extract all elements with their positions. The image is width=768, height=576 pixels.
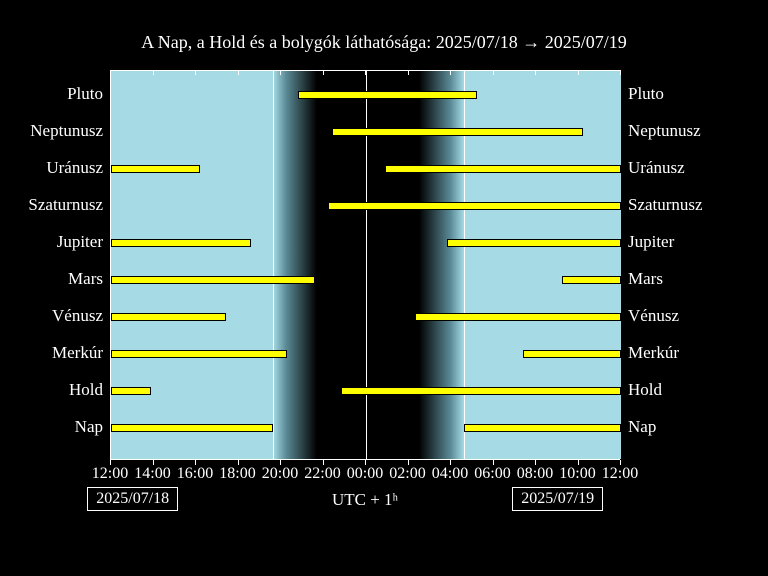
- x-tick-mark-top: [450, 70, 451, 75]
- x-tick-mark: [195, 460, 196, 465]
- x-tick-label: 02:00: [389, 465, 425, 483]
- dusk-line: [273, 71, 274, 459]
- x-tick-mark-top: [408, 70, 409, 75]
- x-tick-mark-top: [238, 70, 239, 75]
- x-tick-mark-top: [493, 70, 494, 75]
- body-label-left: Neptunusz: [3, 121, 103, 141]
- body-label-left: Pluto: [3, 84, 103, 104]
- x-tick-mark: [365, 460, 366, 465]
- dusk-twilight: [273, 71, 318, 459]
- body-label-right: Nap: [628, 417, 748, 437]
- visibility-bar: [111, 350, 287, 358]
- x-tick-label: 18:00: [219, 465, 255, 483]
- x-tick-label: 16:00: [177, 465, 213, 483]
- body-label-right: Vénusz: [628, 306, 748, 326]
- body-label-right: Merkúr: [628, 343, 748, 363]
- visibility-bar: [341, 387, 622, 395]
- x-tick-label: 10:00: [559, 465, 595, 483]
- x-tick-mark-top: [535, 70, 536, 75]
- x-tick-mark: [535, 460, 536, 465]
- visibility-bar: [332, 128, 583, 136]
- body-label-left: Nap: [3, 417, 103, 437]
- date-start-box: 2025/07/18: [87, 487, 178, 511]
- x-tick-label: 00:00: [347, 465, 383, 483]
- x-tick-mark: [620, 460, 621, 465]
- x-tick-mark: [323, 460, 324, 465]
- x-tick-label: 04:00: [432, 465, 468, 483]
- x-tick-label: 14:00: [134, 465, 170, 483]
- x-tick-label: 12:00: [602, 465, 638, 483]
- body-label-right: Szaturnusz: [628, 195, 748, 215]
- x-tick-mark-top: [153, 70, 154, 75]
- x-tick-mark-top: [195, 70, 196, 75]
- body-label-right: Jupiter: [628, 232, 748, 252]
- x-tick-label: 12:00: [92, 465, 128, 483]
- x-tick-label: 22:00: [304, 465, 340, 483]
- x-tick-mark: [493, 460, 494, 465]
- x-tick-label: 06:00: [474, 465, 510, 483]
- x-tick-mark: [408, 460, 409, 465]
- daylight-band-1: [111, 71, 273, 459]
- visibility-bar: [111, 239, 251, 247]
- visibility-bar: [415, 313, 621, 321]
- x-tick-mark: [153, 460, 154, 465]
- body-label-left: Jupiter: [3, 232, 103, 252]
- plot-area: [110, 70, 620, 460]
- visibility-bar: [111, 313, 226, 321]
- x-tick-mark-top: [578, 70, 579, 75]
- body-label-left: Merkúr: [3, 343, 103, 363]
- visibility-bar: [447, 239, 621, 247]
- x-tick-label: 08:00: [517, 465, 553, 483]
- chart-title: A Nap, a Hold és a bolygók láthatósága: …: [0, 32, 768, 53]
- x-tick-mark-top: [280, 70, 281, 75]
- visibility-bar: [523, 350, 621, 358]
- visibility-bar: [328, 202, 621, 210]
- date-end-box: 2025/07/19: [512, 487, 603, 511]
- body-label-left: Vénusz: [3, 306, 103, 326]
- x-tick-mark-top: [620, 70, 621, 75]
- visibility-bar: [385, 165, 621, 173]
- body-label-right: Neptunusz: [628, 121, 748, 141]
- body-label-left: Uránusz: [3, 158, 103, 178]
- body-label-right: Mars: [628, 269, 748, 289]
- x-tick-mark: [280, 460, 281, 465]
- body-label-right: Uránusz: [628, 158, 748, 178]
- x-tick-mark: [450, 460, 451, 465]
- visibility-bar: [562, 276, 622, 284]
- visibility-bar: [111, 276, 315, 284]
- x-tick-mark-top: [110, 70, 111, 75]
- x-tick-mark-top: [365, 70, 366, 75]
- visibility-bar: [464, 424, 621, 432]
- body-label-right: Hold: [628, 380, 748, 400]
- body-label-right: Pluto: [628, 84, 748, 104]
- x-tick-mark: [110, 460, 111, 465]
- x-tick-label: 20:00: [262, 465, 298, 483]
- visibility-bar: [111, 424, 273, 432]
- body-label-left: Mars: [3, 269, 103, 289]
- visibility-bar: [111, 165, 200, 173]
- body-label-left: Hold: [3, 380, 103, 400]
- x-tick-mark-top: [323, 70, 324, 75]
- visibility-bar: [298, 91, 477, 99]
- utc-offset-label: UTC + 1ʰ: [332, 490, 398, 510]
- visibility-bar: [111, 387, 151, 395]
- body-label-left: Szaturnusz: [3, 195, 103, 215]
- x-tick-mark: [238, 460, 239, 465]
- x-tick-mark: [578, 460, 579, 465]
